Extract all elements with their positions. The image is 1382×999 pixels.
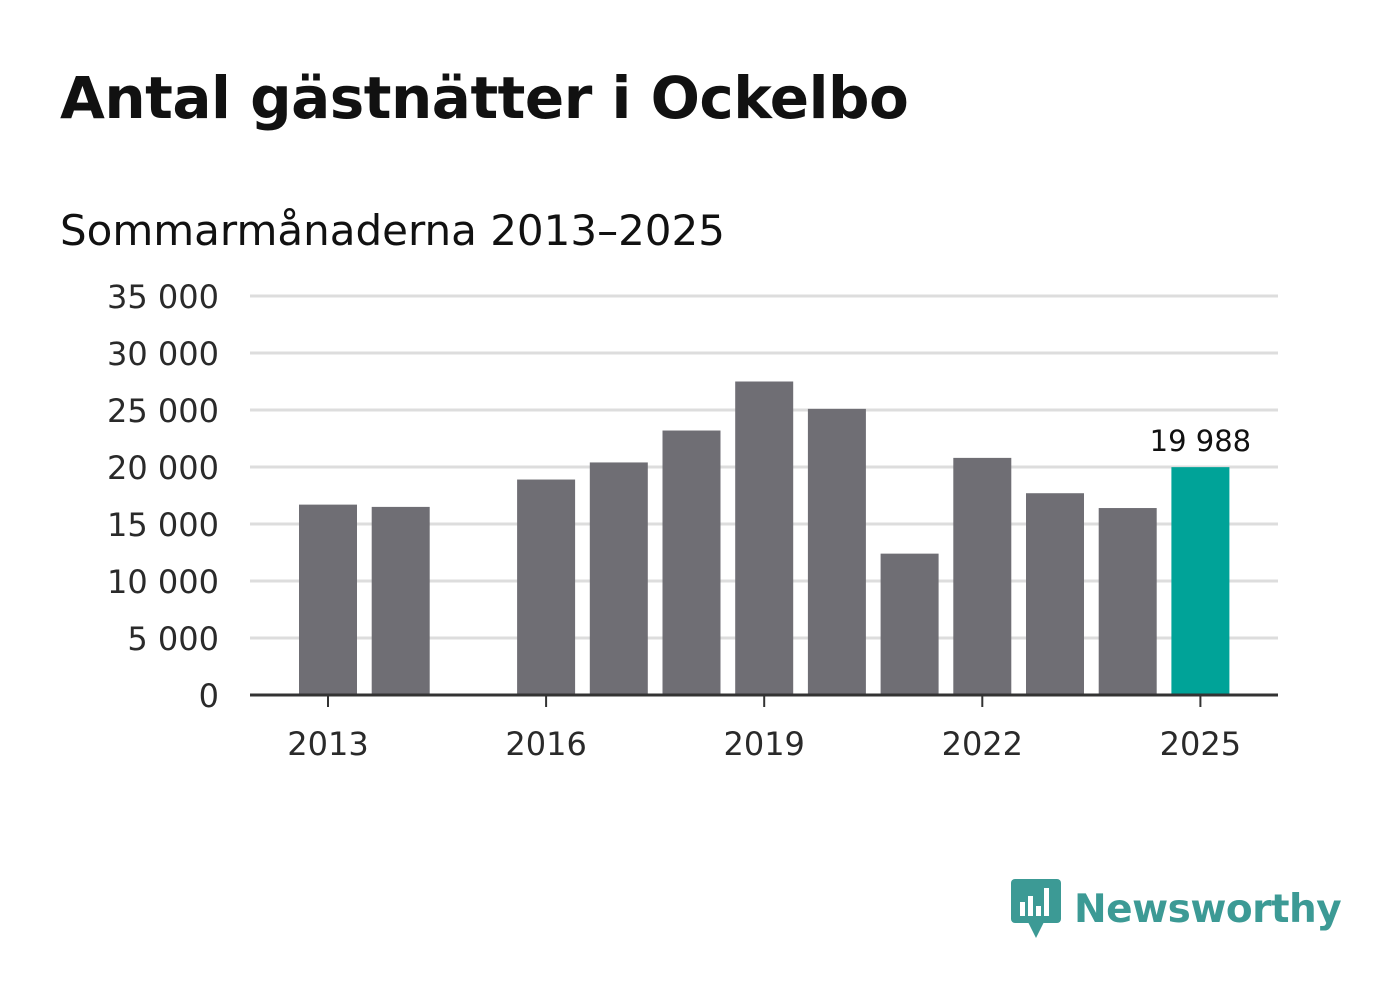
y-tick-label: 30 000 xyxy=(107,335,219,373)
bar-2020 xyxy=(807,408,866,695)
bar-2025 xyxy=(1171,467,1230,695)
y-tick-label: 25 000 xyxy=(107,392,219,430)
x-tick-label: 2025 xyxy=(1160,725,1241,763)
bar-2023 xyxy=(1026,493,1084,695)
bar-2013 xyxy=(299,504,357,695)
highlight-value-label: 19 988 xyxy=(1150,424,1251,458)
bar-2017 xyxy=(589,462,648,695)
bar-2016 xyxy=(517,479,576,695)
bar-2021 xyxy=(880,553,939,695)
y-tick-label: 35 000 xyxy=(107,278,219,316)
y-tick-label: 10 000 xyxy=(107,563,219,601)
data-labels: 19 988 xyxy=(1150,424,1251,458)
bar-2024 xyxy=(1098,508,1157,695)
x-axis: 2013 2016 2019 2022 2025 xyxy=(250,693,1278,763)
bar-2019 xyxy=(735,381,794,695)
y-tick-label: 20 000 xyxy=(107,449,219,487)
bar-2018 xyxy=(662,430,721,695)
x-tick-label: 2013 xyxy=(287,725,368,763)
x-tick-label: 2016 xyxy=(505,725,586,763)
x-tick-label: 2022 xyxy=(942,725,1023,763)
newsworthy-logo-icon xyxy=(1011,879,1061,938)
y-tick-label: 5 000 xyxy=(127,620,219,658)
y-axis: 0 5 000 10 000 15 000 20 000 25 000 30 000 35 0… xyxy=(107,278,219,715)
bars xyxy=(299,381,1230,695)
brand-name: Newsworthy xyxy=(1074,886,1342,932)
y-tick-label: 0 xyxy=(199,677,219,715)
chart-title: Antal gästnätter i Ockelbo xyxy=(60,64,909,132)
chart-subtitle: Sommarmånaderna 2013–2025 xyxy=(60,206,725,255)
y-tick-label: 15 000 xyxy=(107,506,219,544)
brand-logo: Newsworthy xyxy=(1010,878,1342,940)
bar-2014 xyxy=(371,506,430,695)
x-tick-label: 2019 xyxy=(723,725,804,763)
bar-2022 xyxy=(953,457,1012,695)
